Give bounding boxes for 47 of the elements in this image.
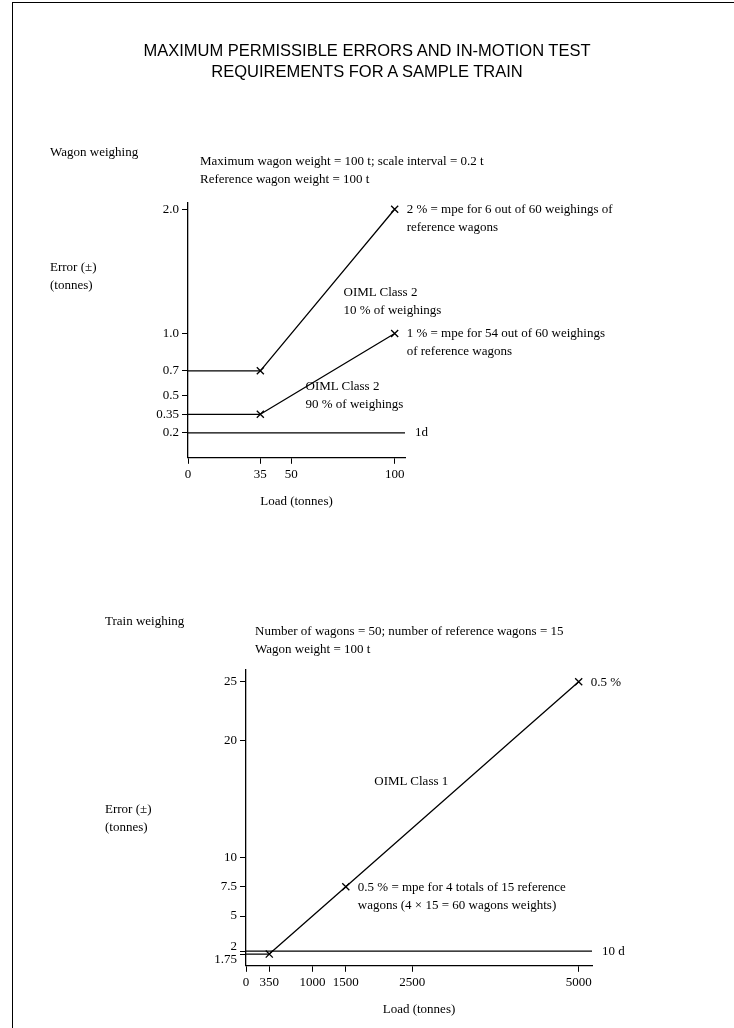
chart-subtitle: Wagon weighing (50, 143, 139, 161)
y-tick-label: 25 (224, 673, 237, 689)
ref-line-label: 10 d (602, 942, 626, 958)
x-tick-label: 0 (242, 974, 250, 990)
series-label: OIML Class 1 (374, 773, 449, 789)
annotation: 0.5 % (590, 673, 622, 689)
text: Maximum wagon weight = 100 t; scale interval = 0.2 t (200, 152, 484, 170)
x-tick-label: 35 (253, 466, 267, 482)
text: Reference wagon weight = 100 t (200, 170, 370, 188)
y-tick-label: 2.0 (162, 200, 179, 216)
x-axis-title: Load (tonnes) (382, 1000, 456, 1016)
text: Wagon weight = 100 t (255, 640, 371, 658)
annotation: 2 % = mpe for 6 out of 60 weighings of reference wagons (406, 201, 614, 235)
y-axis-title: Error (±) (tonnes) (105, 800, 152, 836)
y-tick-label: 5 (230, 907, 237, 923)
y-tick-label: 7.5 (220, 878, 237, 894)
point (256, 366, 265, 375)
y-tick-label: 0.35 (156, 405, 179, 421)
x-tick-label: 350 (259, 974, 280, 990)
point (256, 410, 265, 419)
x-tick-label: 5000 (565, 974, 592, 990)
y-tick-label: 1.75 (214, 950, 237, 966)
point (390, 329, 399, 338)
series-label: OIML Class 2 10 % of weighings (343, 283, 442, 317)
y-tick-label: 0.2 (162, 424, 179, 440)
point (390, 205, 399, 214)
x-tick-label: 100 (384, 466, 405, 482)
y-axis-title: Error (±) (tonnes) (50, 258, 97, 294)
y-tick-label: 1.0 (162, 324, 179, 340)
y-tick-label: 0.7 (162, 362, 180, 378)
series-label: OIML Class 2 90 % of weighings (305, 377, 404, 411)
annotation: 1 % = mpe for 54 out of 60 weighings of reference wagons (406, 325, 606, 359)
x-tick-label: 0 (184, 466, 192, 482)
y-tick-label: 0.5 (162, 387, 179, 403)
x-tick-label: 1500 (332, 974, 359, 990)
y-tick-label: 20 (224, 731, 237, 747)
x-tick-label: 50 (284, 466, 298, 482)
x-tick-label: 2500 (399, 974, 426, 990)
chart-title: MAXIMUM PERMISSIBLE ERRORS AND IN-MOTION TEST REQUIREMENTS FOR A SAMPLE TRAIN (142, 40, 592, 82)
y-tick-label: 10 (224, 848, 237, 864)
annotation: 0.5 % = mpe for 4 totals of 15 reference wagons (4 × 15 = 60 wagons weights) (357, 878, 567, 912)
chart-title: Train weighing (105, 612, 185, 630)
x-tick-label: 1000 (299, 974, 326, 990)
y-tick-label: 2 (230, 937, 237, 953)
x-axis-title: Load (tonnes) (260, 492, 333, 508)
ref-line-label: 1d (415, 424, 429, 440)
text: Number of wagons = 50; number of reference wagons = 15 (255, 622, 564, 640)
